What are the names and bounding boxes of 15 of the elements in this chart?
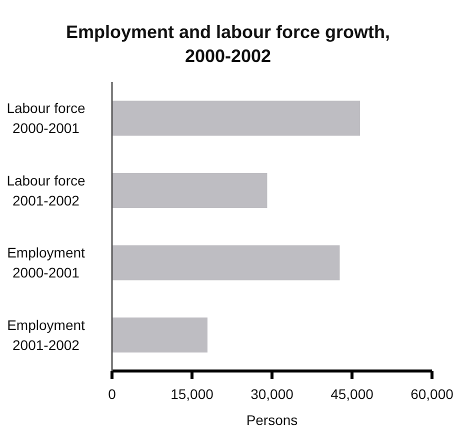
bar [112, 318, 208, 353]
y-tick-label: Labour force 2001-2002 [6, 172, 86, 208]
x-tick-label: 0 [108, 386, 116, 402]
bar [112, 100, 360, 136]
y-tick-label: Labour force 2000-2001 [6, 100, 86, 136]
y-tick-label: Employment 2001-2002 [7, 316, 86, 353]
x-tick-label: 30,000 [250, 386, 294, 402]
x-axis-title: Persons [246, 412, 298, 428]
bar [112, 245, 340, 280]
x-tick-label: 45,000 [330, 386, 374, 402]
x-tick-label: 15,000 [170, 386, 214, 402]
chart-title: Employment and labour force growth, 2000-2002 [64, 21, 392, 68]
y-tick-label: Employment 2000-2001 [7, 244, 86, 281]
x-tick-label: 60,000 [410, 386, 454, 402]
bar [112, 173, 268, 208]
